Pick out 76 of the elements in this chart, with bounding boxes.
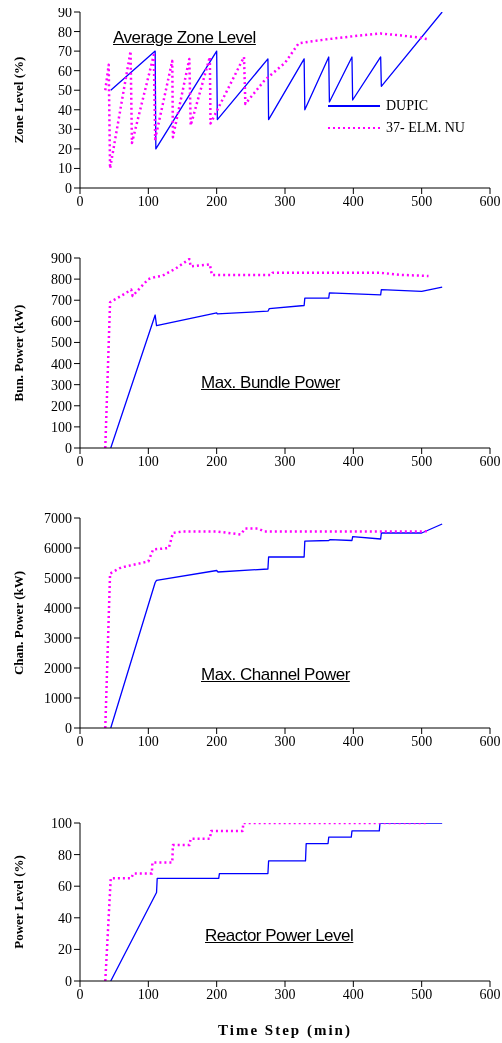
y-tick-label: 60 (58, 63, 72, 79)
y-tick-label: 20 (58, 942, 72, 958)
y-tick-label: 500 (51, 335, 72, 351)
x-tick-label: 500 (411, 453, 433, 469)
y-tick-label: 400 (51, 356, 72, 372)
y-tick-label: 700 (51, 293, 72, 309)
x-tick-label: 400 (342, 733, 364, 749)
x-tick-label: 400 (342, 986, 364, 1002)
x-tick-label: 300 (274, 733, 296, 749)
x-tick-label: 500 (411, 733, 433, 749)
y-tick-label: 0 (65, 720, 72, 736)
x-tick-label: 100 (137, 733, 159, 749)
y-tick-label: 7000 (44, 510, 72, 526)
line-series (104, 258, 430, 448)
legend-label: 37- ELM. NU (386, 120, 465, 136)
x-tick-label: 600 (479, 453, 501, 469)
x-tick-label: 300 (274, 986, 296, 1002)
x-axis-title: Time Step (min) (218, 1022, 352, 1039)
y-tick-label: 2000 (44, 660, 72, 676)
y-tick-label: 4000 (44, 600, 72, 616)
x-tick-label: 0 (76, 193, 84, 209)
text: Max. Channel Power (201, 665, 350, 685)
y-tick-label: 20 (58, 141, 72, 157)
x-tick-label: 400 (342, 453, 364, 469)
legend-label: DUPIC (386, 98, 429, 114)
y-tick-label: 0 (65, 180, 72, 196)
x-tick-label: 200 (206, 986, 228, 1002)
y-tick-label: 70 (58, 44, 72, 60)
y-tick-label: 800 (51, 272, 72, 288)
y-axis-title: Bun. Power (kW) (10, 304, 26, 402)
x-tick-label: 200 (206, 733, 228, 749)
y-tick-label: 300 (51, 377, 72, 393)
x-tick-label: 200 (206, 453, 228, 469)
line-series (110, 12, 443, 150)
y-tick-label: 80 (58, 847, 72, 863)
x-tick-label: 300 (274, 453, 296, 469)
x-tick-label: 100 (137, 193, 159, 209)
y-axis-title: Chan. Power (kW) (10, 570, 26, 676)
x-tick-label: 0 (76, 453, 84, 469)
y-tick-label: 30 (58, 122, 72, 138)
x-tick-label: 500 (411, 986, 433, 1002)
y-tick-label: 0 (65, 973, 72, 989)
y-tick-label: 3000 (44, 630, 72, 646)
y-tick-label: 40 (58, 102, 72, 118)
x-tick-label: 600 (479, 733, 501, 749)
text: Average Zone Level (113, 28, 256, 48)
x-tick-label: 500 (411, 193, 433, 209)
y-tick-label: 5000 (44, 570, 72, 586)
x-tick-label: 200 (206, 193, 228, 209)
y-axis-title: Zone Level (%) (10, 56, 26, 144)
text: Max. Bundle Power (201, 373, 340, 393)
y-axis-title: Power Level (%) (10, 855, 26, 949)
y-tick-label: 50 (58, 83, 72, 99)
y-tick-label: 900 (51, 250, 72, 266)
x-tick-label: 0 (76, 733, 84, 749)
y-tick-label: 600 (51, 314, 72, 330)
x-tick-label: 600 (479, 986, 501, 1002)
line-series (110, 286, 443, 448)
y-tick-label: 10 (58, 161, 72, 177)
text: Reactor Power Level (205, 926, 354, 946)
y-tick-label: 0 (65, 440, 72, 456)
y-tick-label: 1000 (44, 690, 72, 706)
y-tick-label: 80 (58, 24, 72, 40)
y-tick-label: 60 (58, 879, 72, 895)
y-tick-label: 100 (51, 815, 72, 831)
y-tick-label: 90 (58, 4, 72, 20)
y-tick-label: 100 (51, 419, 72, 435)
y-tick-label: 6000 (44, 540, 72, 556)
x-tick-label: 100 (137, 986, 159, 1002)
x-tick-label: 400 (342, 193, 364, 209)
x-tick-label: 100 (137, 453, 159, 469)
x-tick-label: 600 (479, 193, 501, 209)
x-tick-label: 0 (76, 986, 84, 1002)
y-tick-label: 200 (51, 398, 72, 414)
x-tick-label: 300 (274, 193, 296, 209)
y-tick-label: 40 (58, 910, 72, 926)
